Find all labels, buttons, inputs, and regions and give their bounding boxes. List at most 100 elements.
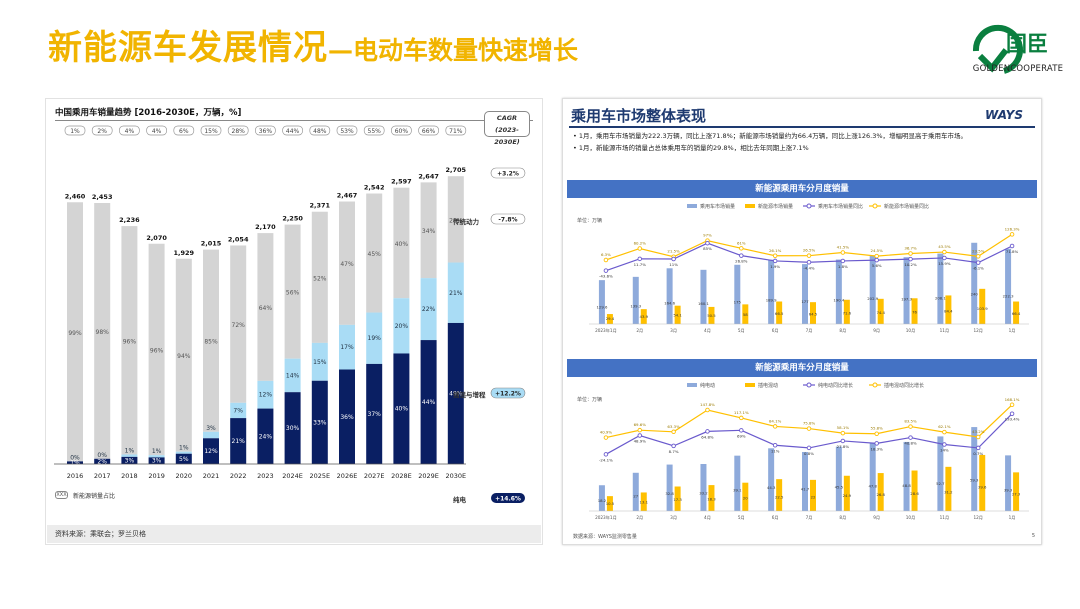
- x-tick-label: 10月: [906, 515, 916, 521]
- ice-share-label: 96%: [123, 338, 137, 345]
- bar-value-secondary: 71.6: [843, 310, 852, 315]
- bar-primary: [1005, 455, 1012, 511]
- title-sub: 电动车数量快速增长: [353, 36, 579, 65]
- chart1-header: 新能源乘用车分月度销量: [567, 180, 1037, 198]
- x-tick-label: 12月: [973, 515, 983, 521]
- bar-value-primary: 222.3: [1003, 294, 1014, 299]
- bar-value-primary: 177: [801, 299, 809, 304]
- bar-value-primary: 139.3: [630, 303, 641, 308]
- bar-value-secondary: 103.9: [977, 306, 988, 311]
- bev-share-label: 30%: [286, 425, 300, 432]
- total-label: 2,250: [282, 215, 303, 223]
- line-marker: [772, 253, 778, 259]
- bar-primary: [768, 259, 775, 324]
- bar-secondary: [1013, 301, 1020, 324]
- line-value-label: 11.7%: [634, 262, 647, 267]
- line-value-label: 85%: [703, 246, 712, 251]
- line-marker: [908, 424, 913, 429]
- legend-box: XXX: [55, 491, 68, 499]
- bar-bev: [121, 456, 138, 464]
- bev-share-label: 3%: [125, 457, 135, 464]
- phev-share-label: 21%: [449, 290, 463, 297]
- nev-share-label: 71%: [449, 128, 463, 135]
- line-value-label: 0.8%: [804, 451, 814, 456]
- bar-phev: [175, 451, 192, 454]
- line-value-label: 23.5%: [972, 248, 985, 253]
- line-marker: [874, 257, 879, 263]
- line-value-label: 63.3%: [667, 424, 680, 429]
- bar-secondary: [606, 314, 613, 324]
- ice-share-label: 94%: [177, 353, 191, 360]
- logo-en: GOLDENCOOPERATE: [972, 64, 1064, 74]
- line-value-label: 10.2%: [904, 262, 917, 267]
- bullet-2-text: 1月，新能源市场的销量占总体乘用车的销量的29.8%，相比去年同期上涨7.1%: [578, 144, 809, 152]
- bullet-1-text: 1月，乘用车市场销量为222.3万辆，同比上涨71.8%；新能源市场销量约为66…: [578, 132, 968, 140]
- stacked-bar-chart: 1% 2% 4% 4% 6% 15% 28% 36% 44% 48% 53% 55% 60% 66% 71%…: [54, 125, 526, 504]
- line-value-label: -43.6%: [599, 274, 613, 279]
- sales-trend-panel: 中国乘用车销量趋势 [2016-2030E，万辆，%] CAGR (2023-2…: [45, 98, 543, 545]
- line-value-label: 69%: [737, 433, 746, 438]
- x-tick-label: 10月: [906, 328, 916, 334]
- bar-value-secondary: 27.3: [1012, 492, 1021, 497]
- bar-secondary: [776, 479, 783, 511]
- line-value-label: 40.8%: [904, 441, 917, 446]
- line-value-label: 69.6%: [634, 422, 647, 427]
- bullet-1: • 1月，乘用车市场销量为222.3万辆，同比上涨71.8%；新能源市场销量约为…: [573, 132, 968, 140]
- line-value-label: 0.7%: [973, 451, 983, 456]
- nev-share-pill: [309, 125, 331, 136]
- bar-value-primary: 190.4: [833, 297, 844, 302]
- bar-primary: [768, 448, 775, 511]
- bar-secondary: [945, 295, 952, 324]
- line-value-label: 14%: [940, 448, 949, 453]
- line-value-label: 48.9%: [634, 439, 647, 444]
- bar-secondary: [640, 492, 647, 511]
- bar-ice: [311, 211, 328, 343]
- unit-label: 单位：万辆: [577, 396, 602, 403]
- nev-share-pill: [418, 125, 439, 136]
- bar-secondary: [810, 479, 816, 511]
- bar-phev: [447, 262, 464, 323]
- bar-primary: [971, 427, 978, 511]
- ice-share-label: 64%: [259, 305, 273, 312]
- x-tick-label: 1月: [1009, 515, 1016, 521]
- bar-value-primary: 44.3: [767, 485, 776, 490]
- cagr-pill: [490, 387, 526, 399]
- line-value-label: 18.3%: [871, 446, 884, 451]
- bar-value-primary: 52.7: [936, 481, 945, 486]
- line-value-label: 61%: [737, 240, 746, 245]
- slide-title: 新能源车发展情况—电动车数量快速增长: [48, 20, 578, 69]
- line-marker: [942, 442, 947, 447]
- bar-primary: [666, 464, 673, 511]
- x-tick-label: 3月: [670, 515, 677, 521]
- bar-value-secondary: 24.9: [843, 493, 852, 498]
- x-tick-label: 2030E: [445, 472, 466, 480]
- nev-share-label: 6%: [179, 128, 189, 135]
- bar-ice: [175, 258, 192, 452]
- bar-ice: [393, 187, 410, 299]
- x-tick-label: 6月: [772, 515, 779, 521]
- ice-share-label: 52%: [313, 275, 327, 282]
- bar-primary: [598, 485, 605, 511]
- rp-divider: [569, 126, 1035, 128]
- bar-bev: [420, 340, 437, 464]
- line-marker: [772, 258, 778, 264]
- nev-share-pill: [227, 125, 249, 136]
- bar-ice: [67, 202, 83, 462]
- ice-share-label: 96%: [150, 347, 164, 354]
- total-label: 2,597: [391, 178, 412, 186]
- bar-secondary: [1013, 472, 1020, 511]
- bar-value-primary: 45.5: [835, 484, 844, 489]
- bar-value-primary: 47.8: [868, 483, 877, 488]
- line-marker: [739, 246, 744, 251]
- bar-phev: [121, 454, 138, 457]
- line-value-label: -24.1%: [599, 457, 613, 462]
- sales-trend-title: 中国乘用车销量趋势 [2016-2030E，万辆，%]: [55, 108, 242, 118]
- x-tick-label: 2029E: [418, 472, 439, 480]
- nev-share-pill: [200, 125, 222, 136]
- bar-primary: [903, 257, 910, 324]
- bar-value-primary: 208.1: [935, 295, 946, 300]
- line-marker: [739, 415, 744, 421]
- line-value-label: 1.9%: [770, 264, 780, 269]
